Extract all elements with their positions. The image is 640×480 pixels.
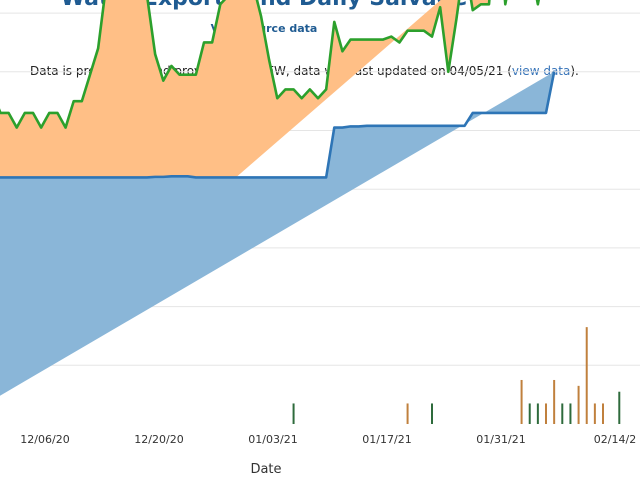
area-series: [0, 0, 556, 396]
total-exports-line: [0, 0, 540, 129]
chart-title: Water Exports and Daily Salvage: [0, 0, 528, 11]
base-exports-line: [0, 71, 556, 179]
base-exports-area: [0, 71, 555, 396]
data-note-suffix: ).: [570, 64, 579, 78]
x-tick-labels: 12/06/20 12/20/20 01/03/21 01/17/21 01/31/21…: [20, 433, 636, 446]
x-tick-label: 01/17/21: [362, 433, 411, 446]
x-tick-label: 12/06/20: [20, 433, 69, 446]
x-tick-label: 01/03/21: [248, 433, 297, 446]
view-data-link[interactable]: view data: [511, 64, 571, 78]
x-tick-label: 02/14/2: [594, 433, 636, 446]
x-axis-label: Date: [250, 462, 281, 477]
x-tick-label: 01/31/21: [476, 433, 525, 446]
salvage-bars: [292, 327, 621, 424]
total-exports-area: [0, 0, 539, 383]
x-tick-label: 12/20/20: [134, 433, 183, 446]
